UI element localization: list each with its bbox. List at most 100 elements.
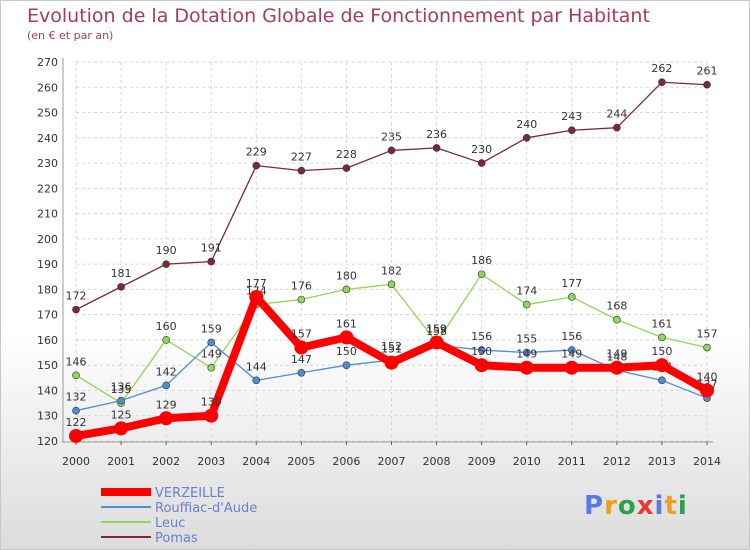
data-point-leuc	[703, 343, 711, 352]
data-point-rouffiac-d-aude	[117, 396, 125, 405]
y-tick-label: 270	[37, 56, 58, 69]
data-point-leuc	[613, 315, 621, 324]
data-label-pomas: 235	[381, 130, 402, 143]
y-tick-label: 210	[37, 208, 58, 221]
x-tick-label: 2001	[107, 455, 135, 468]
data-point-verzeille	[384, 355, 399, 370]
data-point-rouffiac-d-aude	[477, 346, 486, 354]
proxiti-logo: Proxiti	[584, 491, 688, 521]
data-label-pomas: 262	[651, 62, 672, 75]
data-label-leuc: 186	[471, 254, 492, 267]
data-point-verzeille	[429, 335, 444, 350]
data-label-verzeille: 140	[697, 370, 718, 383]
data-label-pomas: 244	[606, 108, 627, 121]
data-point-verzeille	[609, 360, 624, 375]
x-tick-label: 2014	[693, 455, 721, 468]
x-tick-label: 2004	[242, 455, 270, 468]
data-label-verzeille: 122	[66, 416, 87, 429]
y-tick-label: 170	[37, 309, 58, 322]
data-point-rouffiac-d-aude	[162, 381, 170, 390]
data-label-leuc: 159	[426, 322, 447, 335]
data-label-pomas: 190	[156, 244, 177, 257]
y-tick-label: 220	[37, 182, 58, 195]
y-tick-label: 240	[37, 132, 58, 145]
data-point-pomas	[658, 78, 666, 87]
data-point-verzeille	[474, 358, 489, 373]
data-label-leuc: 149	[201, 348, 222, 361]
data-label-rouffiac-d-aude: 148	[606, 350, 627, 363]
data-label-verzeille: 149	[516, 348, 537, 361]
y-tick-label: 190	[37, 258, 58, 271]
data-label-leuc: 174	[516, 285, 537, 298]
data-point-rouffiac-d-aude	[297, 368, 306, 377]
x-tick-label: 2000	[62, 455, 90, 468]
data-point-verzeille	[159, 411, 174, 426]
data-label-rouffiac-d-aude: 147	[291, 353, 312, 366]
y-tick-label: 250	[37, 107, 58, 120]
x-tick-label: 2011	[558, 455, 586, 468]
data-point-rouffiac-d-aude	[72, 406, 80, 415]
data-label-verzeille: 151	[381, 343, 402, 356]
x-tick-label: 2009	[468, 455, 496, 468]
data-point-pomas	[72, 305, 80, 314]
data-point-rouffiac-d-aude	[342, 361, 351, 370]
data-label-verzeille: 129	[156, 398, 177, 411]
data-label-verzeille: 161	[336, 317, 357, 330]
data-label-rouffiac-d-aude: 155	[516, 333, 537, 346]
x-tick-label: 2002	[152, 455, 180, 468]
data-point-leuc	[522, 300, 531, 309]
data-label-rouffiac-d-aude: 144	[246, 360, 267, 373]
x-tick-label: 2006	[332, 455, 360, 468]
data-point-verzeille	[294, 340, 309, 355]
data-label-verzeille: 149	[606, 348, 627, 361]
data-point-pomas	[207, 257, 216, 266]
data-point-verzeille	[249, 289, 264, 304]
data-label-verzeille: 150	[471, 345, 492, 358]
data-point-verzeille	[69, 428, 83, 443]
data-point-verzeille	[204, 408, 219, 423]
data-point-pomas	[613, 123, 621, 132]
data-label-rouffiac-d-aude: 142	[156, 365, 177, 378]
data-label-pomas: 172	[66, 290, 87, 303]
y-tick-label: 140	[37, 384, 58, 397]
data-point-leuc	[477, 270, 486, 279]
data-point-pomas	[703, 80, 711, 89]
data-point-verzeille	[654, 358, 669, 373]
data-point-pomas	[567, 126, 576, 135]
data-label-pomas: 228	[336, 148, 357, 161]
data-point-pomas	[522, 134, 531, 142]
data-label-leuc: 160	[156, 320, 177, 333]
legend-label-pomas: Pomas	[155, 531, 198, 546]
data-point-pomas	[252, 161, 261, 170]
data-label-leuc: 135	[111, 383, 132, 396]
data-point-rouffiac-d-aude	[252, 376, 261, 385]
data-label-verzeille: 130	[201, 396, 222, 409]
data-point-leuc	[207, 363, 216, 372]
x-tick-label: 2013	[648, 455, 676, 468]
data-label-pomas: 191	[201, 242, 222, 255]
x-tick-label: 2012	[603, 455, 631, 468]
data-point-verzeille	[700, 383, 714, 398]
data-label-verzeille: 157	[291, 328, 312, 341]
data-point-pomas	[432, 144, 441, 152]
data-point-rouffiac-d-aude	[522, 348, 531, 357]
data-label-leuc: 182	[381, 264, 402, 277]
data-label-leuc: 146	[66, 355, 87, 368]
data-point-verzeille	[519, 360, 534, 375]
data-label-leuc: 176	[291, 280, 312, 293]
data-point-verzeille	[114, 421, 129, 436]
y-tick-label: 120	[37, 435, 58, 448]
data-label-verzeille: 150	[651, 345, 672, 358]
data-point-pomas	[162, 260, 170, 268]
x-tick-label: 2010	[513, 455, 541, 468]
data-label-leuc: 180	[336, 269, 357, 282]
legend-label-verzeille: VERZEILLE	[155, 486, 225, 501]
x-tick-label: 2003	[197, 455, 225, 468]
x-tick-label: 2007	[378, 455, 406, 468]
chart-subtitle: (en € et par an)	[27, 29, 114, 42]
data-label-verzeille: 149	[561, 348, 582, 361]
data-point-rouffiac-d-aude	[207, 338, 216, 347]
data-point-leuc	[342, 285, 351, 294]
data-point-rouffiac-d-aude	[567, 346, 576, 354]
data-point-leuc	[297, 295, 306, 304]
